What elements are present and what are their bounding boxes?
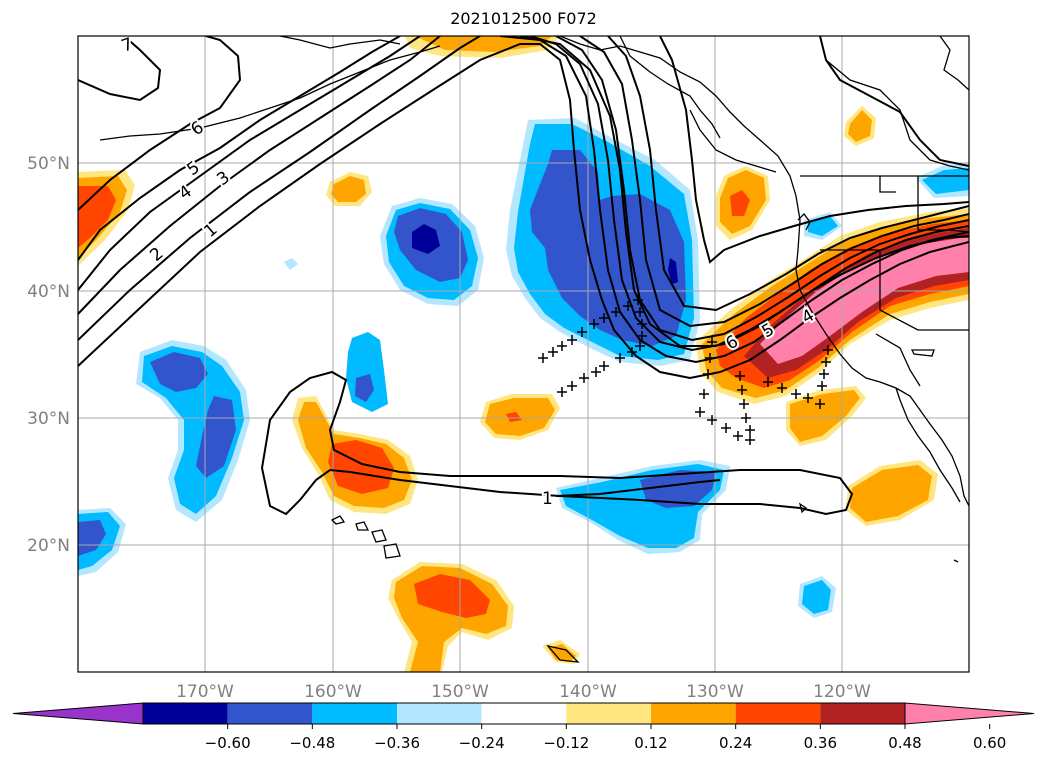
lat-label-30n: 30°N bbox=[27, 409, 70, 429]
negative-anomaly-area bbox=[142, 346, 244, 514]
negative-anomaly-area bbox=[530, 150, 686, 346]
colorbar-bin bbox=[227, 703, 313, 724]
colorbar-tick-label: 0.60 bbox=[973, 734, 1006, 752]
colorbar-tick-label: −0.24 bbox=[459, 734, 505, 752]
positive-anomaly-area bbox=[850, 465, 932, 522]
colorbar-tick-label: 0.12 bbox=[634, 734, 667, 752]
positive-anomaly-area bbox=[331, 176, 366, 202]
colorbar-tick-label: −0.36 bbox=[374, 734, 420, 752]
positive-anomaly-area bbox=[414, 574, 490, 618]
negative-anomaly-area bbox=[640, 470, 716, 508]
colorbar-bin bbox=[143, 703, 228, 724]
positive-anomaly-area bbox=[548, 644, 576, 662]
negative-anomaly-area bbox=[150, 352, 208, 392]
colorbar-tick-label: 0.24 bbox=[719, 734, 752, 752]
contour-label: 4 bbox=[175, 182, 195, 205]
negative-anomaly-area bbox=[284, 258, 298, 270]
positive-anomaly-area bbox=[485, 398, 555, 436]
colorbar-tick-label: −0.60 bbox=[205, 734, 251, 752]
map-frame bbox=[77, 35, 970, 673]
contour-label: 2 bbox=[146, 244, 167, 266]
positive-anomaly-area bbox=[848, 110, 872, 142]
colorbar-bin bbox=[820, 703, 905, 724]
lat-label-20n: 20°N bbox=[27, 536, 70, 556]
colorbar-tick-label: −0.48 bbox=[289, 734, 335, 752]
positive-anomaly-area bbox=[730, 190, 750, 216]
lon-label-140w: 140°W bbox=[559, 682, 617, 702]
positive-anomaly-area bbox=[506, 412, 522, 422]
colorbar-bin bbox=[566, 703, 651, 724]
plot-title: 2021012500 F072 bbox=[450, 9, 597, 28]
negative-anomaly-area bbox=[922, 168, 969, 194]
colorbar-tick-label: −0.12 bbox=[543, 734, 589, 752]
colorbar-frame bbox=[142, 702, 906, 725]
lat-label-50n: 50°N bbox=[27, 154, 70, 174]
positive-anomaly-area bbox=[760, 238, 969, 364]
lon-label-160w: 160°W bbox=[304, 682, 362, 702]
colorbar-bin bbox=[651, 703, 736, 724]
negative-anomaly-area bbox=[668, 258, 678, 284]
positive-anomaly-area bbox=[328, 440, 394, 494]
lon-label-120w: 120°W bbox=[813, 682, 871, 702]
lat-label-40n: 40°N bbox=[27, 282, 70, 302]
coastlines bbox=[99, 36, 969, 663]
colorbar-extend-max bbox=[904, 702, 1035, 725]
lon-label-150w: 150°W bbox=[431, 682, 489, 702]
anomaly-fill-layer bbox=[78, 36, 969, 672]
negative-anomaly-area bbox=[78, 520, 106, 556]
colorbar-bin bbox=[481, 703, 567, 724]
negative-anomaly-area bbox=[355, 374, 374, 402]
negative-anomaly-area bbox=[802, 580, 831, 614]
negative-anomaly-area bbox=[412, 224, 440, 254]
colorbar-tick-label: 0.48 bbox=[888, 734, 921, 752]
longitude-labels: 170°W 160°W 150°W 140°W 130°W 120°W bbox=[176, 682, 871, 702]
colorbar-tick-label: 0.36 bbox=[804, 734, 837, 752]
lon-label-130w: 130°W bbox=[686, 682, 744, 702]
contour-label: 1 bbox=[542, 489, 553, 509]
significance-markers bbox=[538, 295, 833, 445]
colorbar-extend-min bbox=[12, 702, 144, 725]
latitude-labels: 20°N 30°N 40°N 50°N bbox=[27, 154, 70, 556]
colorbar-bin bbox=[397, 703, 482, 724]
positive-anomaly-area bbox=[415, 36, 552, 52]
gridlines bbox=[78, 36, 969, 672]
lon-label-170w: 170°W bbox=[176, 682, 234, 702]
colorbar-bin bbox=[735, 703, 821, 724]
colorbar: −0.60 −0.48 −0.36 −0.24 −0.12 0.12 0.24 0.36 0.4… bbox=[12, 702, 1035, 752]
height-contours bbox=[78, 36, 969, 516]
colorbar-bin bbox=[312, 703, 397, 724]
negative-anomaly-area bbox=[196, 396, 236, 478]
